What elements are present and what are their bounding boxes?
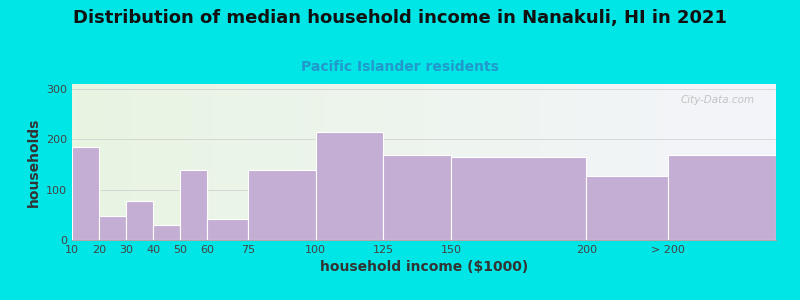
Text: Pacific Islander residents: Pacific Islander residents <box>301 60 499 74</box>
Bar <box>248 169 316 240</box>
Text: City-Data.com: City-Data.com <box>681 95 755 105</box>
Bar <box>451 157 586 240</box>
Y-axis label: households: households <box>26 117 41 207</box>
Bar <box>316 132 383 240</box>
Bar <box>207 219 248 240</box>
Bar <box>154 225 180 240</box>
Text: Distribution of median household income in Nanakuli, HI in 2021: Distribution of median household income … <box>73 9 727 27</box>
Bar <box>586 176 668 240</box>
Bar <box>72 147 99 240</box>
Bar <box>99 216 126 240</box>
Bar <box>126 201 154 240</box>
X-axis label: household income ($1000): household income ($1000) <box>320 260 528 274</box>
Bar <box>180 169 207 240</box>
Bar <box>383 155 451 240</box>
Bar <box>668 155 776 240</box>
